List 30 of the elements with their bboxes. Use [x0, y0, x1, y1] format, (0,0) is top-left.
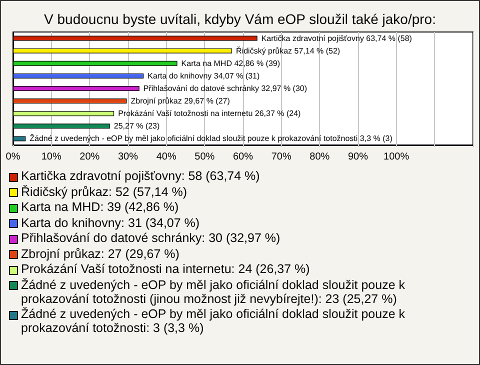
data-label: 25,27 % (23)	[114, 122, 160, 131]
x-tick-label: 90%	[348, 152, 368, 162]
chart-title: V budoucnu byste uvítali, kdyby Vám eOP sloužil také jako/pro:	[44, 11, 436, 27]
x-tick-label: 100%	[384, 152, 410, 162]
data-label: Prokázání Vaší totožnosti na internetu 26,37 % (24)	[118, 109, 302, 118]
x-tick-label: 0%	[6, 152, 20, 162]
data-label: Zbrojní průkaz 29,67 % (27)	[130, 96, 230, 106]
x-tick-label: 10%	[41, 152, 62, 162]
legend-label: Zbrojní průkaz: 27 (29,67 %)	[21, 246, 180, 260]
legend-label: Přihlašování do datové schránky: 30 (32,97 %)	[21, 231, 280, 245]
legend-label: Karta do knihovny: 31 (34,07 %)	[21, 216, 200, 230]
data-label: Přihlašování do datové schránky 32,97 % (30)	[143, 84, 308, 93]
data-label: Karta na MHD 42,86 % (39)	[181, 58, 280, 68]
data-label: Kartička zdravotní pojišťovny 63,74 % (58)	[261, 34, 412, 43]
legend-label: Karta na MHD: 39 (42,86 %)	[21, 200, 179, 214]
x-tick-label: 40%	[156, 152, 176, 162]
legend-label: Prokázání Vaší totožnosti na internetu: 24 (26,37 %)	[21, 262, 310, 276]
data-label: Žádné z uvedených - eOP by měl jako oficiální doklad sloužit pouze k prokazování totožnosti 3,3 % (3)	[30, 134, 393, 144]
legend-label: Žádné z uvedených - eOP by měl jako oficiální doklad sloužit pouze k prokazování totožnosti: 3 (3,3 %)	[21, 307, 406, 335]
legend-label: Žádné z uvedených - eOP by měl jako oficiální doklad sloužit pouze k prokazování totožnosti (jinou možnost již nevybírejte!): 23 (25,27 %)	[21, 278, 406, 306]
legend-label: Řidičský průkaz: 52 (57,14 %)	[21, 184, 188, 198]
x-tick-label: 70%	[271, 152, 292, 162]
legend-label: Kartička zdravotní pojišťovny: 58 (63,74 %)	[21, 169, 260, 183]
x-tick-label: 20%	[80, 152, 100, 162]
x-tick-label: 80%	[310, 152, 330, 162]
x-tick-label: 50%	[194, 152, 215, 162]
data-label: Karta do knihovny 34,07 % (31)	[148, 71, 260, 80]
x-tick-label: 30%	[118, 152, 138, 162]
x-tick-label: 60%	[232, 152, 254, 162]
data-label: Řidičský průkaz 57,14 % (52)	[236, 46, 340, 56]
